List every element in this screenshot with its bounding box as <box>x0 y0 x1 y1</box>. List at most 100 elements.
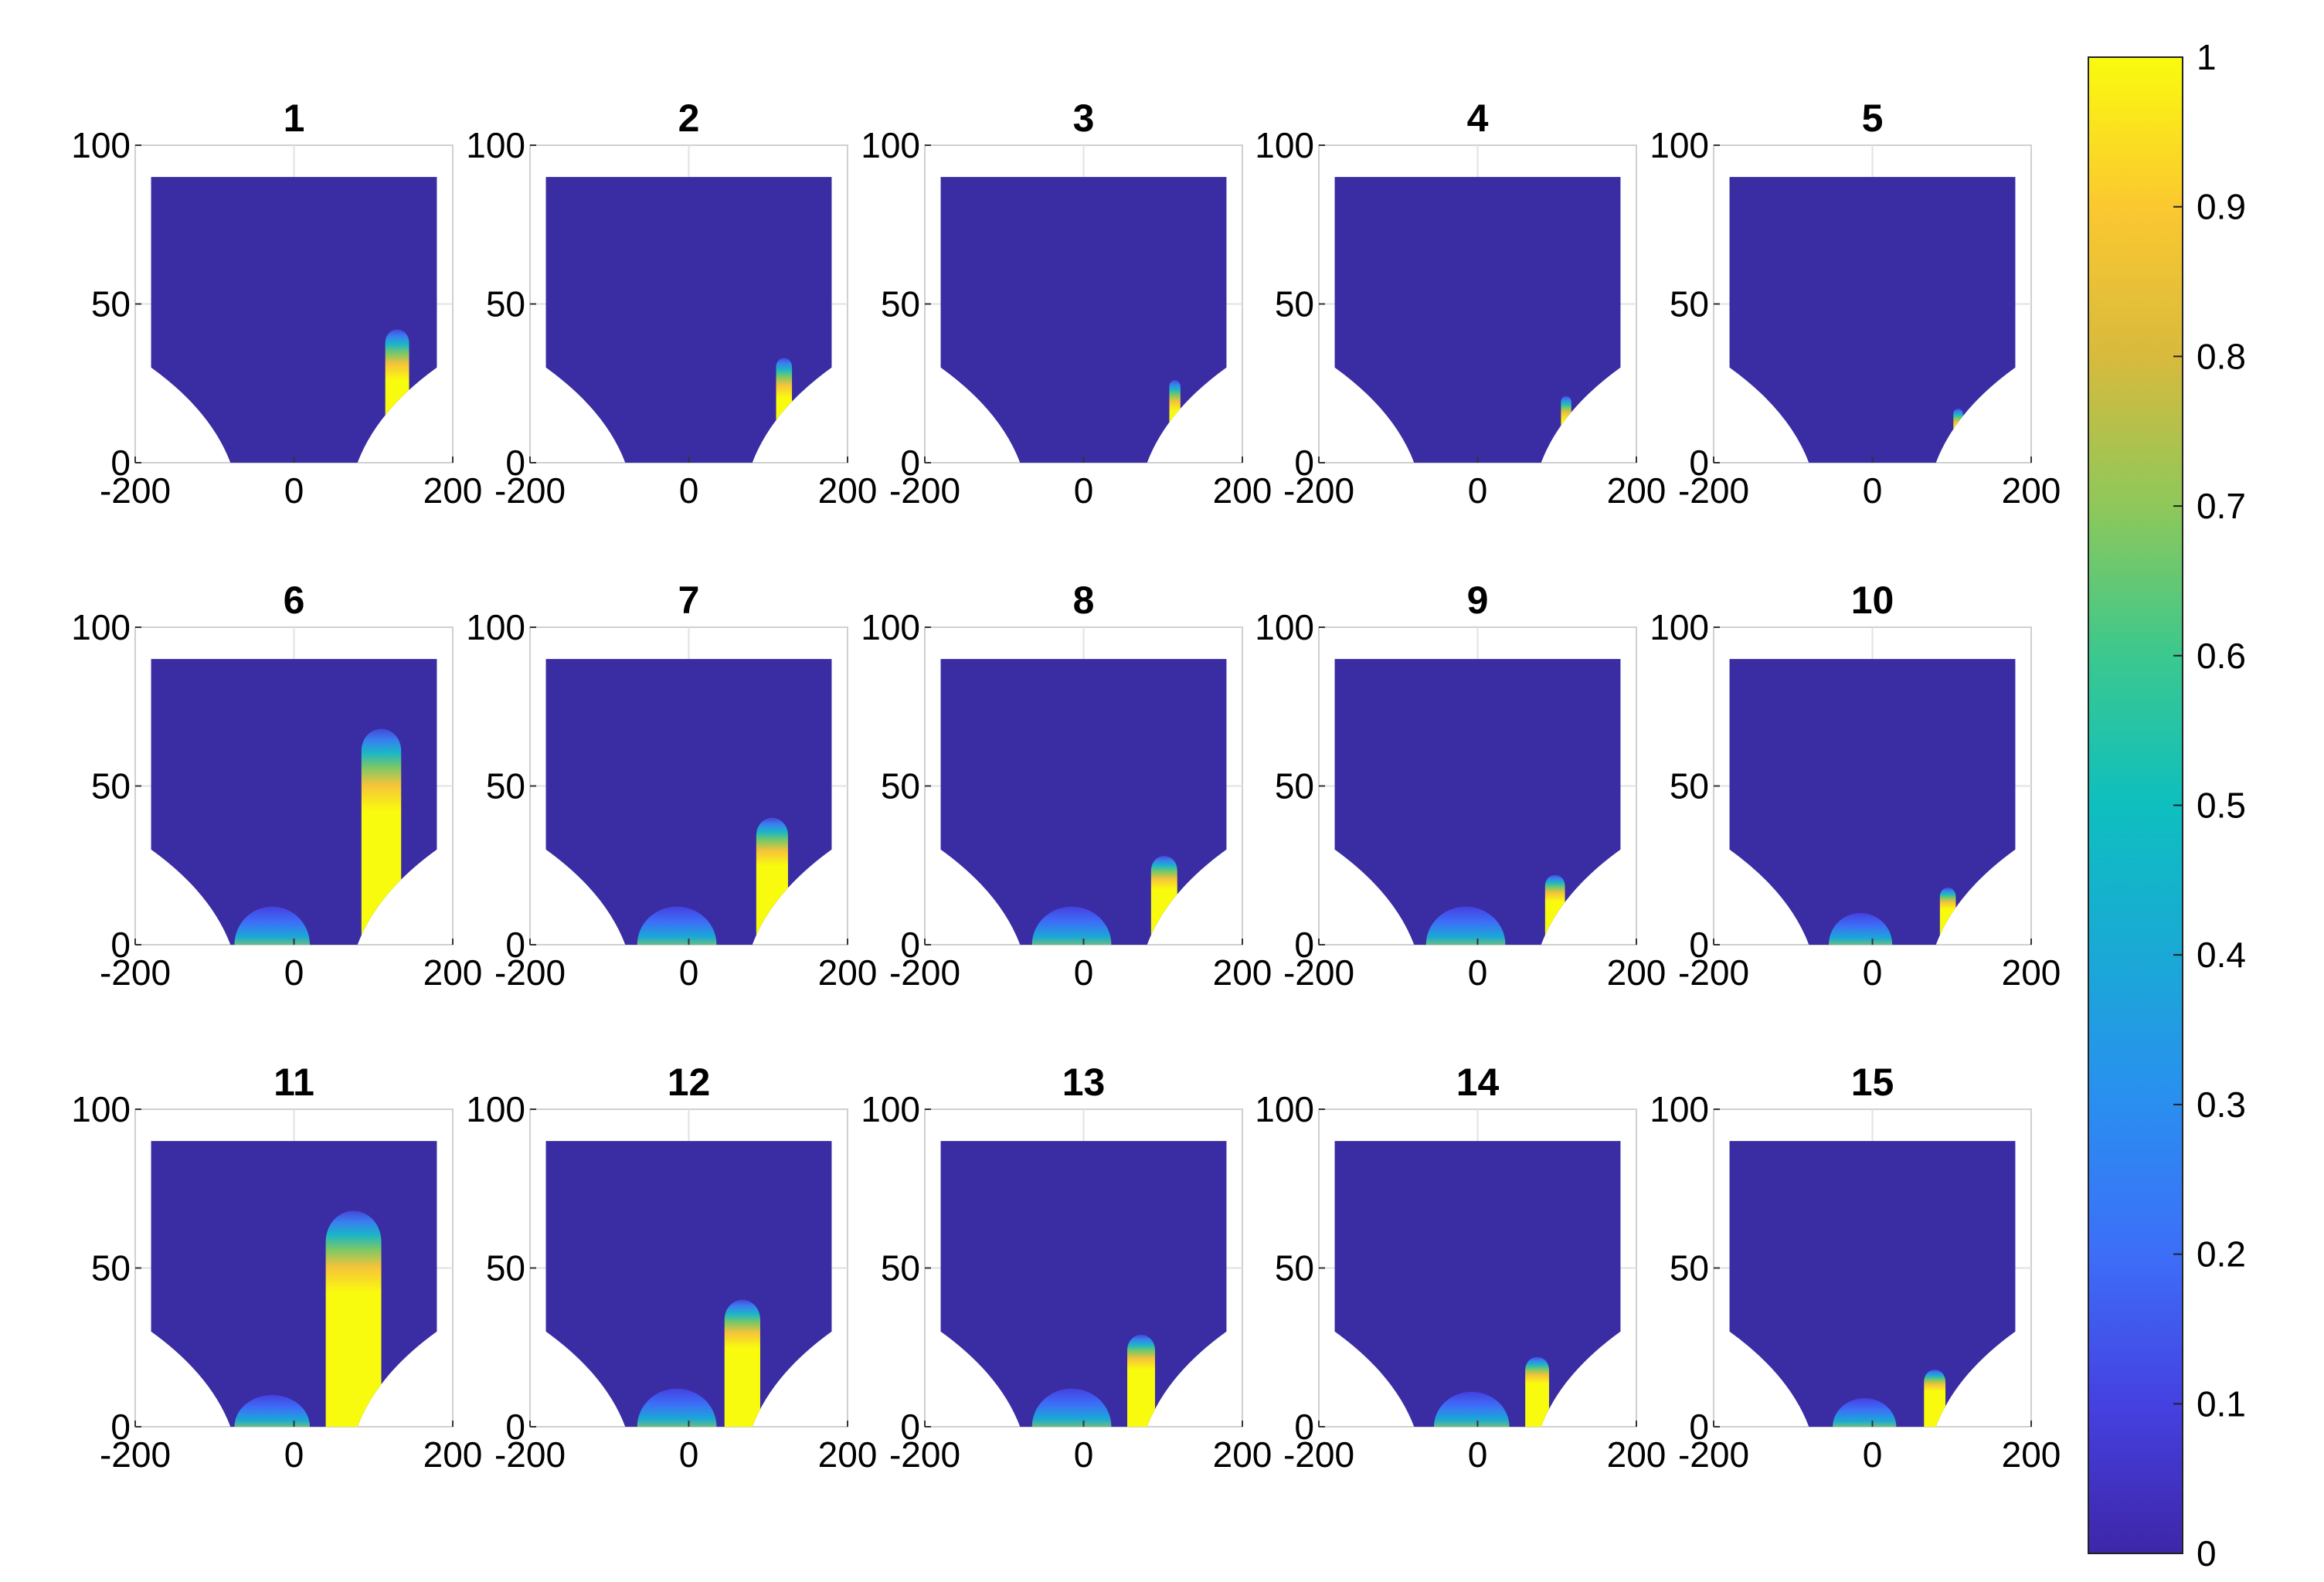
y-tick-label: 50 <box>881 1248 920 1288</box>
y-tick-label: 100 <box>1255 125 1314 165</box>
x-tick-label: 200 <box>1213 1434 1272 1475</box>
y-tick-label: 0 <box>505 925 525 965</box>
y-tick-label: 50 <box>1275 1248 1314 1288</box>
y-tick-label: 100 <box>861 125 920 165</box>
x-tick-label: 200 <box>1213 952 1272 993</box>
subplot-title: 5 <box>1862 97 1884 140</box>
y-tick-label: 50 <box>91 284 131 324</box>
x-tick-label: 200 <box>1607 470 1667 511</box>
colorbar-tick-label: 0.9 <box>2197 187 2246 227</box>
x-tick-label: -200 <box>889 952 960 993</box>
x-tick-label: 200 <box>818 1434 878 1475</box>
y-tick-label: 0 <box>110 443 131 483</box>
domain-field <box>1729 177 2016 463</box>
pool-hotspot <box>1031 906 1112 945</box>
y-tick-label: 50 <box>1275 766 1314 806</box>
y-tick-label: 100 <box>71 125 131 165</box>
y-tick-label: 0 <box>1294 925 1314 965</box>
x-tick-label: -200 <box>1283 1434 1354 1475</box>
y-tick-label: 100 <box>466 1089 525 1129</box>
y-tick-label: 100 <box>1650 607 1709 647</box>
y-tick-label: 100 <box>1650 1089 1709 1129</box>
pool-hotspot <box>234 906 311 945</box>
colorbar-tick-label: 0.4 <box>2197 935 2246 975</box>
subplot-title: 13 <box>1062 1061 1106 1104</box>
colorbar-tick-label: 0.7 <box>2197 486 2246 526</box>
y-tick-label: 0 <box>505 443 525 483</box>
y-tick-label: 0 <box>1294 1407 1314 1447</box>
y-tick-label: 0 <box>900 925 920 965</box>
y-tick-label: 50 <box>1275 284 1314 324</box>
y-tick-label: 0 <box>110 1407 131 1447</box>
x-tick-label: -200 <box>494 470 566 511</box>
x-tick-label: 0 <box>1863 1434 1883 1475</box>
x-tick-label: -200 <box>1678 470 1749 511</box>
colorbar-tick-label: 0 <box>2197 1533 2217 1574</box>
x-tick-label: -200 <box>100 1434 171 1475</box>
x-tick-label: 200 <box>423 952 483 993</box>
y-tick-label: 50 <box>1670 284 1709 324</box>
colorbar: 0 0.1 0.2 0.3 0.4 0.5 0.6 0.7 0.8 0.9 1 <box>2088 37 2246 1574</box>
x-tick-label: 200 <box>1607 952 1667 993</box>
x-tick-label: 0 <box>1863 952 1883 993</box>
pool-hotspot <box>1031 1388 1112 1427</box>
domain-field <box>1334 177 1621 463</box>
subplot-title: 4 <box>1467 97 1489 140</box>
pool-hotspot <box>1828 912 1893 945</box>
x-tick-label: 0 <box>1074 952 1094 993</box>
y-tick-label: 100 <box>861 607 920 647</box>
plume-hotspot <box>325 1210 382 1427</box>
x-tick-label: 0 <box>284 952 304 993</box>
subplot-title: 9 <box>1467 579 1489 622</box>
plume-hotspot <box>724 1299 760 1427</box>
domain-field <box>1334 1141 1621 1427</box>
x-tick-label: 200 <box>2002 952 2061 993</box>
y-tick-label: 50 <box>91 766 131 806</box>
subplot-title: 12 <box>668 1061 711 1104</box>
x-tick-label: 0 <box>1468 952 1488 993</box>
subplot-title: 7 <box>678 579 700 622</box>
y-tick-label: 50 <box>486 766 525 806</box>
x-tick-label: 0 <box>284 470 304 511</box>
x-tick-label: 200 <box>818 470 878 511</box>
y-tick-label: 50 <box>486 284 525 324</box>
x-tick-label: 200 <box>1213 470 1272 511</box>
x-tick-label: 0 <box>1468 1434 1488 1475</box>
colorbar-tick-label: 0.8 <box>2197 336 2246 376</box>
y-tick-label: 0 <box>110 925 131 965</box>
x-tick-label: 200 <box>1607 1434 1667 1475</box>
x-tick-label: -200 <box>1678 952 1749 993</box>
y-tick-label: 50 <box>1670 1248 1709 1288</box>
pool-hotspot <box>1433 1391 1510 1427</box>
plume-hotspot <box>1525 1356 1549 1427</box>
pool-hotspot <box>637 906 717 945</box>
x-tick-label: -200 <box>100 952 171 993</box>
y-tick-label: 100 <box>466 607 525 647</box>
y-tick-label: 0 <box>900 443 920 483</box>
y-tick-label: 100 <box>861 1089 920 1129</box>
y-tick-label: 100 <box>466 125 525 165</box>
x-tick-label: 0 <box>679 1434 699 1475</box>
subplot-title: 6 <box>284 579 305 622</box>
x-tick-label: 0 <box>1074 470 1094 511</box>
y-tick-label: 50 <box>91 1248 131 1288</box>
y-tick-label: 50 <box>1670 766 1709 806</box>
domain-field <box>940 177 1227 463</box>
subplot-title: 2 <box>678 97 700 140</box>
pool-hotspot <box>1425 906 1506 945</box>
x-tick-label: 200 <box>2002 1434 2061 1475</box>
x-tick-label: -200 <box>1283 470 1354 511</box>
domain-field <box>1334 659 1621 945</box>
x-tick-label: 0 <box>1074 1434 1094 1475</box>
domain-field <box>1729 659 2016 945</box>
y-tick-label: 100 <box>71 607 131 647</box>
x-tick-label: 200 <box>818 952 878 993</box>
y-tick-label: 0 <box>1689 443 1709 483</box>
